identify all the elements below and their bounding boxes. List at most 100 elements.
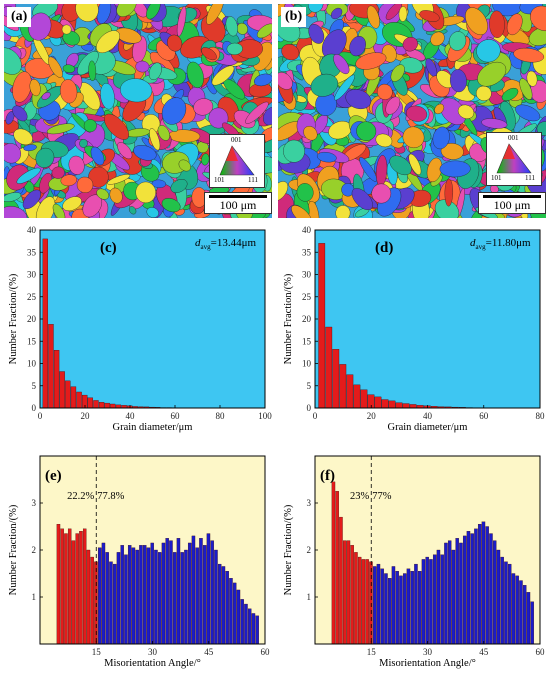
ipf-key-b: 001 101 111 xyxy=(486,132,542,186)
panel-tag-a: (a) xyxy=(7,7,32,27)
bar xyxy=(104,402,110,409)
x-tick-label: 20 xyxy=(81,411,91,421)
bar xyxy=(384,573,388,645)
bar xyxy=(481,521,486,645)
bar xyxy=(354,552,358,645)
bar xyxy=(406,568,411,645)
bar xyxy=(70,386,77,409)
bar xyxy=(232,582,237,645)
bar xyxy=(451,549,456,645)
y-tick-label: 35 xyxy=(27,247,37,257)
x-tick-label: 0 xyxy=(38,411,43,421)
bar xyxy=(447,540,452,645)
bar xyxy=(402,403,410,409)
avg-diameter-label: davg=13.44μm xyxy=(195,237,256,251)
bar xyxy=(229,578,233,645)
y-tick-label: 0 xyxy=(32,403,37,413)
bar xyxy=(154,549,158,645)
bar xyxy=(346,374,354,409)
bar xyxy=(150,542,154,645)
bar xyxy=(199,538,203,645)
bar xyxy=(191,535,196,645)
bar xyxy=(391,566,396,645)
bar xyxy=(225,571,229,645)
y-tick-label: 5 xyxy=(307,381,312,391)
bar xyxy=(202,545,207,645)
bar xyxy=(374,396,382,409)
bar xyxy=(75,533,79,645)
x-tick-label: 80 xyxy=(216,411,226,421)
low-angle-fraction: 23% xyxy=(350,491,370,502)
ipf-label-001: 001 xyxy=(231,136,242,144)
bar xyxy=(331,481,336,645)
bar xyxy=(477,524,482,645)
bar xyxy=(217,563,222,645)
bar xyxy=(409,404,417,409)
bar xyxy=(244,603,248,645)
ipf-triangle-icon xyxy=(219,145,255,176)
bar xyxy=(335,491,339,645)
bar xyxy=(112,563,117,645)
bar xyxy=(376,563,381,645)
panel-tag-f: (f) xyxy=(320,468,335,484)
x-axis-label: Misorientation Angle/° xyxy=(379,658,476,669)
bar xyxy=(146,547,151,645)
ebsd-map-a: (a) 001 101 111 100 μm xyxy=(4,4,272,218)
y-tick-label: 20 xyxy=(27,314,37,324)
bar xyxy=(346,540,351,645)
bar xyxy=(417,571,422,645)
y-axis-label: Number Fraction/(%) xyxy=(8,273,19,364)
bar xyxy=(530,601,534,645)
bar xyxy=(184,549,188,645)
bar xyxy=(522,585,527,645)
y-tick-label: 20 xyxy=(302,314,312,324)
bar xyxy=(76,391,82,409)
bar xyxy=(357,556,362,645)
y-tick-label: 25 xyxy=(27,292,37,302)
ipf-label-111: 111 xyxy=(248,176,258,184)
bar xyxy=(42,238,48,409)
bar xyxy=(93,400,99,409)
bar xyxy=(142,545,147,645)
bar xyxy=(176,538,181,645)
panel-tag-c: (c) xyxy=(100,240,117,256)
bar xyxy=(255,615,259,645)
x-tick-label: 45 xyxy=(479,647,489,657)
bar xyxy=(489,533,493,645)
y-tick-label: 15 xyxy=(302,336,312,346)
bar xyxy=(511,573,516,645)
bar xyxy=(332,349,340,409)
bar xyxy=(116,552,121,645)
bar xyxy=(169,540,173,645)
bar xyxy=(187,542,192,645)
panel-tag-d: (d) xyxy=(375,240,393,256)
bar xyxy=(421,559,426,645)
chart-d: 0 20 40 60 80 0 5 10 15 20 25 30 35 40 Grain diameter/… xyxy=(275,222,550,444)
bar xyxy=(236,589,241,645)
bar xyxy=(53,349,60,409)
panel-tag-e: (e) xyxy=(45,468,62,484)
bar xyxy=(440,554,444,645)
misorientation-histogram-f: 15 30 45 60 1 2 3 Misorientation Angle/° Number … xyxy=(283,455,545,669)
bar xyxy=(59,371,65,409)
bar xyxy=(67,528,72,645)
bar xyxy=(519,580,523,645)
bar xyxy=(395,571,399,645)
chart-f: 15 30 45 60 1 2 3 Misorientation Angle/° Number … xyxy=(275,448,550,680)
bar xyxy=(425,556,429,645)
bar xyxy=(90,556,94,645)
ipf-label-111: 111 xyxy=(525,174,535,182)
x-tick-label: 30 xyxy=(148,647,158,657)
bar xyxy=(365,559,369,645)
y-tick-label: 2 xyxy=(307,545,312,555)
bar xyxy=(381,399,389,409)
bar xyxy=(325,326,333,409)
bar xyxy=(444,542,448,645)
y-tick-label: 30 xyxy=(27,270,37,280)
ebsd-map-b: (b) 001 101 111 100 μm xyxy=(278,4,546,218)
bar xyxy=(86,549,91,645)
bar xyxy=(251,613,256,645)
x-axis-label: Misorientation Angle/° xyxy=(104,658,201,669)
bar xyxy=(432,554,437,645)
